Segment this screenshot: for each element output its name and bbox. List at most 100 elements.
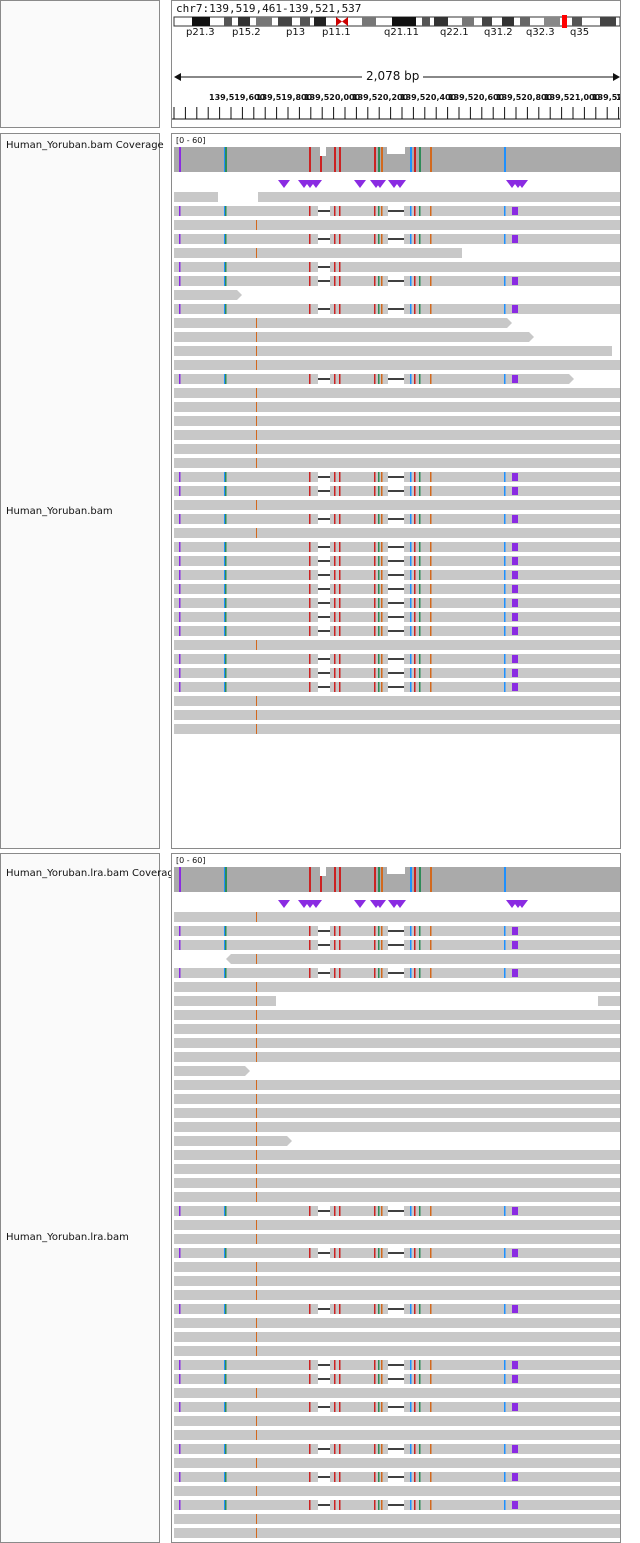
read[interactable] [174,1038,620,1048]
read[interactable] [174,220,620,230]
read[interactable] [174,542,620,552]
read[interactable] [174,248,462,258]
read[interactable] [174,402,620,412]
read[interactable] [174,360,620,370]
alignment-canvas-2[interactable] [172,854,621,1543]
read[interactable] [174,668,620,678]
read[interactable] [174,584,620,594]
read[interactable] [174,710,620,720]
read[interactable] [174,290,242,300]
read[interactable] [174,1388,620,1398]
read[interactable] [174,612,620,622]
read[interactable] [174,1052,620,1062]
read[interactable] [174,926,620,936]
read[interactable] [348,262,620,272]
read[interactable] [174,514,620,524]
read[interactable] [174,528,620,538]
read[interactable] [174,1150,620,1160]
read[interactable] [174,1528,620,1538]
read[interactable] [174,724,620,734]
read[interactable] [174,1360,620,1370]
read[interactable] [174,1472,620,1482]
read[interactable] [174,1444,620,1454]
read[interactable] [174,1318,620,1328]
read[interactable] [174,1178,620,1188]
read[interactable] [174,1234,620,1244]
track-name-panel-1[interactable]: Human_Yoruban.bam Coverage Human_Yoruban… [0,133,164,849]
read[interactable] [174,654,620,664]
read[interactable] [174,598,620,608]
read[interactable] [598,996,620,1006]
read[interactable] [174,682,620,692]
read[interactable] [538,982,620,992]
read[interactable] [174,234,620,244]
read[interactable] [174,1136,292,1146]
read[interactable] [174,1262,620,1272]
read[interactable] [174,570,620,580]
alignment-panel-2[interactable]: [0 - 60] [171,853,621,1543]
read[interactable] [174,1276,620,1286]
read[interactable] [174,1164,620,1174]
read[interactable] [174,1514,620,1524]
read[interactable] [174,1304,620,1314]
read[interactable] [174,1066,250,1076]
read[interactable] [174,1374,620,1384]
read[interactable] [174,640,620,650]
read[interactable] [174,458,620,468]
read[interactable] [174,1010,620,1020]
read[interactable] [174,940,620,950]
position-ruler[interactable] [172,1,621,128]
read[interactable] [174,556,620,566]
read[interactable] [174,304,620,314]
alignment-canvas-1[interactable] [172,134,621,849]
read[interactable] [174,192,218,202]
read[interactable] [174,318,512,328]
alignment-track-name[interactable]: Human_Yoruban.lra.bam [6,1232,129,1243]
read[interactable] [174,1094,620,1104]
alignment-track-name[interactable]: Human_Yoruban.bam [6,506,113,517]
read[interactable] [174,1346,620,1356]
read[interactable] [174,1458,620,1468]
locus-display[interactable]: chr7:139,519,461-139,521,537 [176,2,362,15]
coverage-track-name[interactable]: Human_Yoruban.lra.bam Coverage [6,868,180,879]
read[interactable] [174,276,620,286]
read[interactable] [174,968,620,978]
read[interactable] [174,912,620,922]
read[interactable] [174,996,276,1006]
coverage-track-name[interactable]: Human_Yoruban.bam Coverage [6,140,164,151]
chromosome-ideogram[interactable] [172,1,621,41]
read[interactable] [174,430,620,440]
read[interactable] [174,1192,620,1202]
read[interactable] [174,1080,620,1090]
coverage-histogram[interactable] [174,864,620,892]
read[interactable] [174,1332,620,1342]
read[interactable] [174,1290,620,1300]
read[interactable] [174,982,620,992]
read[interactable] [174,1416,620,1426]
read[interactable] [174,1486,620,1496]
coverage-histogram[interactable] [174,144,620,172]
read[interactable] [258,192,620,202]
read[interactable] [174,444,620,454]
read[interactable] [174,486,620,496]
header-ruler-panel[interactable]: chr7:139,519,461-139,521,537 p21.3 p15.2… [171,0,621,128]
read[interactable] [174,346,612,356]
read[interactable] [174,1430,620,1440]
read[interactable] [174,1108,620,1118]
read[interactable] [226,954,620,964]
read[interactable] [174,1024,620,1034]
alignment-panel-1[interactable]: [0 - 60] [171,133,621,849]
track-name-panel-2[interactable]: Human_Yoruban.lra.bam Coverage Human_Yor… [0,853,180,1543]
read[interactable] [174,696,620,706]
read[interactable] [536,234,620,244]
read[interactable] [174,626,620,636]
read[interactable] [174,206,620,216]
read[interactable] [174,374,574,384]
read[interactable] [174,1122,620,1132]
read[interactable] [174,388,620,398]
read[interactable] [174,416,620,426]
read[interactable] [174,1206,620,1216]
read[interactable] [174,1248,620,1258]
read[interactable] [174,500,620,510]
read[interactable] [174,332,534,342]
